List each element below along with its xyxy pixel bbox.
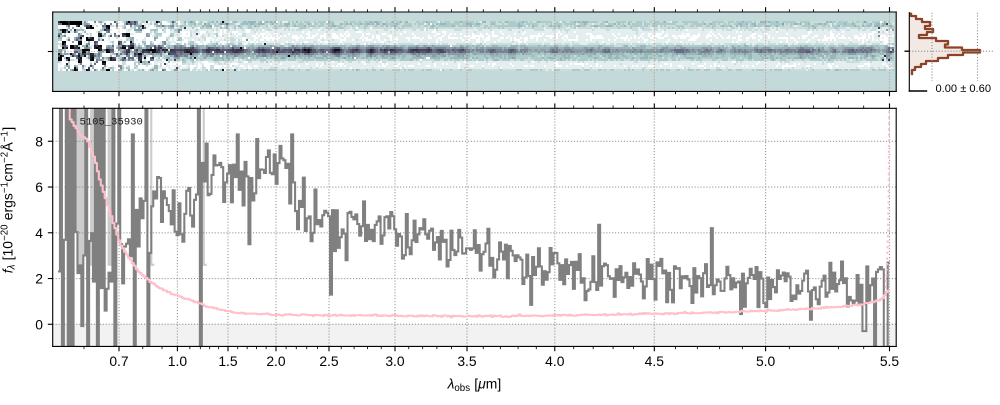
svg-text:4.5: 4.5 <box>645 353 665 369</box>
svg-text:2.5: 2.5 <box>319 353 339 369</box>
svg-text:5105_35930: 5105_35930 <box>80 116 143 128</box>
svg-text:f λ [: f λ [ 1 0 e r g s c m Å ] − 2 0 − 1 − 2 … <box>0 121 20 274</box>
svg-text:4: 4 <box>35 225 43 241</box>
svg-text:0.7: 0.7 <box>109 353 129 369</box>
svg-text:1.5: 1.5 <box>218 353 238 369</box>
svg-text:0.00 ± 0.60: 0.00 ± 0.60 <box>936 83 992 95</box>
svg-text:2.0: 2.0 <box>266 353 286 369</box>
svg-text:6: 6 <box>35 179 43 195</box>
svg-text:5.5: 5.5 <box>880 353 900 369</box>
svg-text:3.0: 3.0 <box>385 353 405 369</box>
svg-text:8: 8 <box>35 133 43 149</box>
svg-text:2: 2 <box>35 271 43 287</box>
svg-text:4.0: 4.0 <box>545 353 565 369</box>
svg-text:3.5: 3.5 <box>457 353 477 369</box>
svg-text:λ μ o b: λ μ o b s [ m ] <box>447 369 504 396</box>
svg-text:1.0: 1.0 <box>168 353 188 369</box>
svg-text:0: 0 <box>35 316 43 332</box>
svg-text:5.0: 5.0 <box>756 353 776 369</box>
